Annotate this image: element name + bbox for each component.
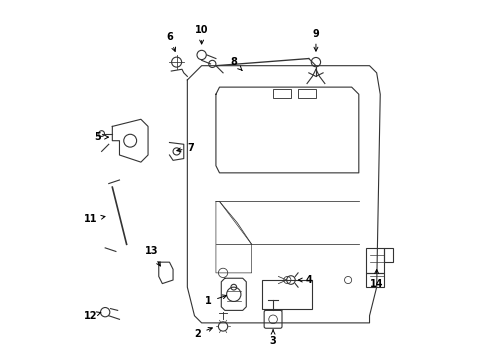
Bar — [298, 89, 315, 98]
Text: 4: 4 — [298, 275, 311, 285]
Text: 7: 7 — [177, 143, 194, 153]
Text: 9: 9 — [312, 28, 319, 51]
Text: 6: 6 — [166, 32, 175, 51]
Text: 2: 2 — [194, 328, 212, 339]
Text: 11: 11 — [84, 214, 105, 224]
Bar — [272, 89, 290, 98]
Text: 10: 10 — [195, 25, 208, 44]
Text: 14: 14 — [369, 270, 383, 289]
Text: 3: 3 — [269, 330, 276, 346]
Text: 8: 8 — [230, 57, 242, 71]
Text: 12: 12 — [84, 311, 101, 321]
Text: 13: 13 — [144, 247, 160, 266]
Text: 5: 5 — [95, 132, 108, 142]
Text: 1: 1 — [205, 295, 226, 306]
